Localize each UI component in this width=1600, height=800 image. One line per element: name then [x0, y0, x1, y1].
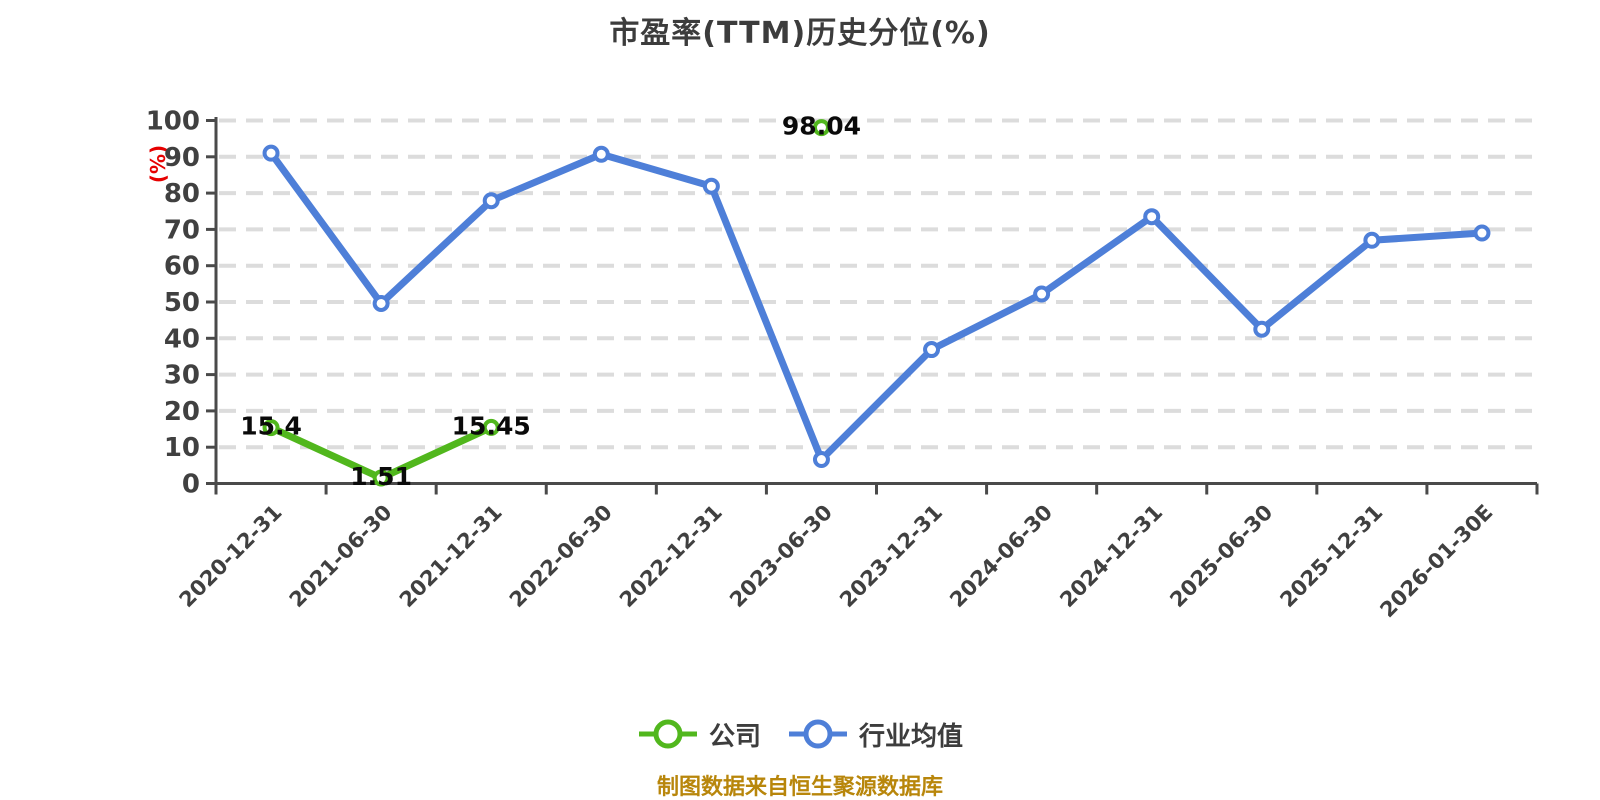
company-series-marker[interactable]	[262, 419, 280, 437]
x-axis-tick-label: 2021-12-31	[395, 500, 507, 612]
x-axis-tick-label: 2022-06-30	[505, 500, 617, 612]
company-point-label: 1.51	[350, 462, 412, 491]
y-axis-tick-label: 0	[182, 470, 200, 500]
data-source-caption: 制图数据来自恒生聚源数据库	[656, 775, 943, 800]
x-axis-tick-label: 2022-12-31	[615, 500, 727, 612]
company-point-label: 15.45	[452, 411, 531, 440]
company-series-marker[interactable]	[812, 119, 830, 137]
company-point-label: 15.4	[240, 412, 302, 441]
industry-average-series-marker[interactable]	[262, 144, 280, 162]
y-axis-tick-label: 90	[164, 143, 200, 173]
x-axis-tick-label: 2023-06-30	[725, 500, 837, 612]
y-axis-tick-label: 70	[164, 215, 200, 245]
industry-average-series-marker[interactable]	[812, 451, 830, 469]
y-axis-tick-label: 40	[164, 324, 200, 354]
x-axis-tick-label: 2026-01-30E	[1375, 500, 1497, 622]
industry-average-series-marker[interactable]	[1363, 231, 1381, 249]
industry-average-series-marker[interactable]	[1033, 285, 1051, 303]
industry-average-series-marker[interactable]	[702, 177, 720, 195]
industry-average-legend-marker-icon	[789, 719, 847, 749]
x-axis-tick-label: 2020-12-31	[175, 500, 287, 612]
company-legend-marker-icon	[638, 719, 697, 749]
legend-item-label: 公司	[708, 721, 761, 752]
industry-average-series-marker[interactable]	[923, 341, 941, 359]
x-axis-tick-label: 2024-12-31	[1055, 500, 1167, 612]
legend-circle	[653, 719, 683, 749]
chart-title: 市盈率(TTM)历史分位(%)	[609, 16, 991, 51]
y-axis-tick-label: 30	[164, 361, 200, 391]
x-axis-tick-label: 2023-12-31	[835, 500, 947, 612]
y-axis-tick-label: 100	[146, 107, 200, 137]
legend-item-company[interactable]: 公司	[637, 716, 761, 753]
x-axis-tick-label: 2025-06-30	[1165, 500, 1277, 612]
y-axis-tick-label: 80	[164, 179, 200, 209]
industry-average-series-marker[interactable]	[1143, 208, 1161, 226]
company-series-marker[interactable]	[482, 418, 500, 436]
industry-average-series-marker[interactable]	[1473, 224, 1491, 242]
legend-item-label: 行业均值	[859, 721, 964, 752]
legend-circle	[803, 719, 833, 749]
industry-average-series-line	[267, 149, 1486, 464]
industry-average-series-marker[interactable]	[372, 294, 390, 312]
industry-average-series-marker[interactable]	[592, 145, 610, 163]
y-axis-tick-label: 10	[164, 433, 200, 463]
legend: 公司 行业均值	[0, 712, 1600, 756]
company-point-label: 98.04	[782, 112, 861, 141]
x-axis-tick-label: 2021-06-30	[285, 500, 397, 612]
y-axis-tick-label: 60	[164, 252, 200, 282]
y-axis-tick-label: 50	[164, 288, 200, 318]
legend-item-industry-average[interactable]: 行业均值	[787, 716, 963, 753]
industry-average-series-marker[interactable]	[482, 192, 500, 210]
company-series-marker[interactable]	[372, 469, 390, 487]
x-axis-tick-label: 2024-06-30	[945, 500, 1057, 612]
x-axis-tick-label: 2025-12-31	[1275, 500, 1387, 612]
y-axis-tick-label: 20	[164, 397, 200, 427]
industry-average-series-marker[interactable]	[1253, 320, 1271, 338]
